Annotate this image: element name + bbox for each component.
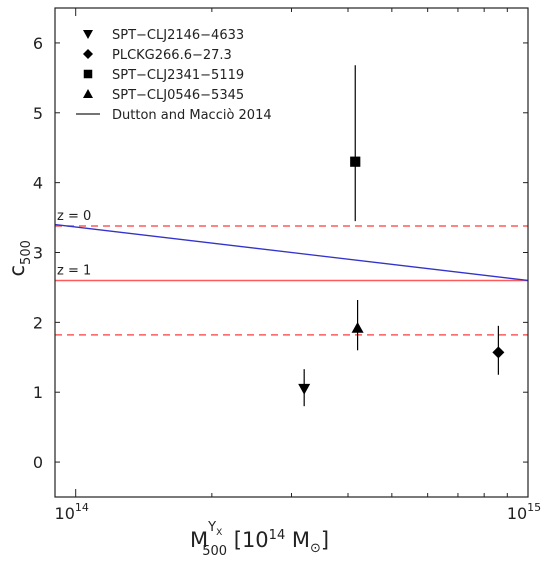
y-tick-label: 4 — [33, 174, 43, 193]
legend-marker-square — [83, 69, 93, 79]
legend-entry-3: SPT−CLJ0546−5345 — [112, 88, 244, 103]
data-point-3 — [351, 321, 364, 333]
x-axis-title: MYX 500 [1014 M⊙] — [190, 520, 329, 559]
legend-marker-diamond — [83, 49, 93, 59]
plot-area — [55, 223, 528, 336]
legend-entry-1: PLCKG266.6−27.3 — [112, 48, 232, 63]
annotation-0: z = 0 — [57, 209, 91, 224]
x-tick-label: 1014 — [55, 501, 89, 523]
y-tick-label: 3 — [33, 244, 43, 263]
legend-entry-4: Dutton and Macciò 2014 — [112, 108, 272, 123]
y-tick-label: 1 — [33, 383, 43, 402]
annotation-1: z = 1 — [57, 263, 91, 278]
model-line-0 — [55, 223, 528, 282]
data-point-0 — [298, 383, 311, 395]
x-tick-label: 1015 — [507, 501, 541, 523]
y-tick-label: 2 — [33, 313, 43, 332]
legend-marker-triangle-up — [83, 89, 93, 98]
legend: SPT−CLJ2146−4633 PLCKG266.6−27.3 SPT−CLJ23… — [76, 28, 272, 123]
data-point-2 — [350, 156, 361, 167]
y-tick-label: 6 — [33, 34, 43, 53]
legend-entry-2: SPT−CLJ2341−5119 — [112, 68, 244, 83]
legend-marker-triangle-down — [83, 30, 93, 39]
data-point-1 — [492, 346, 505, 359]
legend-entry-0: SPT−CLJ2146−4633 — [112, 28, 244, 43]
y-tick-label: 5 — [33, 104, 43, 123]
y-tick-label: 0 — [33, 453, 43, 472]
y-axis-title: c500 — [5, 240, 34, 276]
